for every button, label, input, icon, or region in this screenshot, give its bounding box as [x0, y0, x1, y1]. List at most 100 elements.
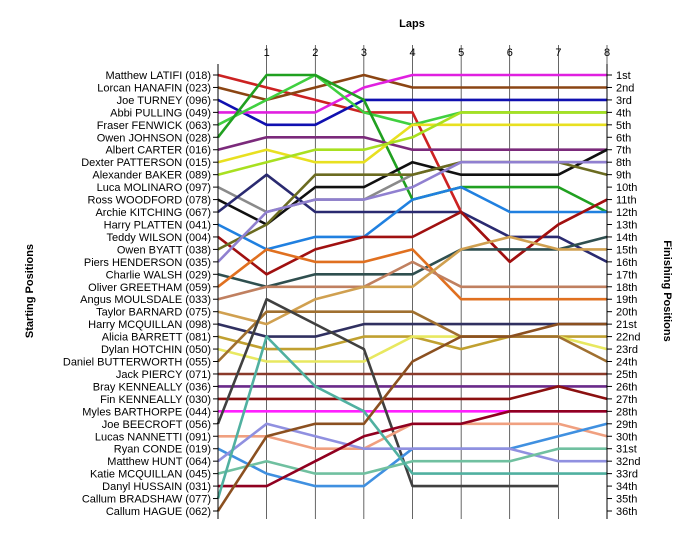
lap-tick-label: 3: [361, 47, 367, 59]
finishing-position-label: 19th: [616, 294, 637, 306]
driver-label: Owen JOHNSON (028): [97, 132, 211, 144]
driver-label: Lorcan HANAFIN (023): [97, 82, 211, 94]
driver-label: Alexander BAKER (089): [92, 170, 211, 182]
driver-label: Luca MOLINARO (097): [97, 182, 211, 194]
x-axis-title: Laps: [399, 18, 425, 30]
series-layer: [216, 73, 608, 512]
driver-label: Harry PLATTEN (041): [104, 219, 211, 231]
driver-label: Taylor BARNARD (075): [96, 307, 211, 319]
driver-series-line-32: [217, 422, 607, 463]
finishing-position-label: 2nd: [616, 82, 634, 94]
finishing-position-label: 28th: [616, 406, 637, 418]
driver-label: Charlie WALSH (029): [106, 269, 211, 281]
driver-series-line-36: [216, 322, 607, 512]
finishing-position-label: 13th: [616, 219, 637, 231]
finishing-position-label: 17th: [616, 269, 637, 281]
driver-label: Matthew LATIFI (018): [105, 70, 211, 82]
driver-series-line-34: [218, 409, 607, 488]
finishing-position-label: 16th: [616, 257, 637, 269]
driver-label: Fraser FENWICK (063): [97, 120, 211, 132]
driver-label: Ross WOODFORD (078): [88, 195, 211, 207]
driver-series-line-29: [216, 297, 559, 488]
driver-series-line-8: [217, 123, 607, 164]
driver-series-line-27: [218, 385, 608, 401]
driver-label: Ryan CONDE (019): [114, 444, 211, 456]
finishing-position-label: 10th: [616, 182, 637, 194]
finishing-position-label: 15th: [616, 244, 637, 256]
axis-layer: 1 2 3 4 5 6 7 8 Matthew LATIFI (018)Lorcan HANAF…: [63, 47, 640, 519]
finishing-position-label: 12th: [616, 207, 637, 219]
driver-label: Harry MCQUILLAN (098): [88, 319, 211, 331]
driver-series-line-2: [217, 73, 607, 102]
finishing-position-label: 33rd: [616, 469, 638, 481]
driver-label: Callum BRADSHAW (077): [82, 494, 211, 506]
finishing-position-label: 29th: [616, 419, 637, 431]
finishing-position-label: 5th: [616, 120, 631, 132]
driver-series-line-24: [217, 310, 608, 363]
driver-series-line-3: [217, 98, 607, 127]
finishing-position-label: 9th: [616, 170, 631, 182]
finishing-position-label: 14th: [616, 232, 637, 244]
driver-label: Myles BARTHORPE (044): [82, 406, 211, 418]
finishing-position-label: 32nd: [616, 456, 640, 468]
driver-label: Callum HAGUE (062): [106, 506, 211, 518]
driver-label: Piers HENDERSON (035): [84, 257, 211, 269]
finishing-position-label: 25th: [616, 369, 637, 381]
finishing-position-label: 7th: [616, 145, 631, 157]
finishing-position-label: 8th: [616, 157, 631, 169]
finishing-position-label: 27th: [616, 394, 637, 406]
driver-label: Abbi PULLING (049): [110, 107, 211, 119]
driver-series-line-20: [217, 235, 607, 326]
finishing-position-label: 18th: [616, 282, 637, 294]
driver-label: Teddy WILSON (004): [106, 232, 211, 244]
driver-series-line-21: [217, 322, 607, 338]
driver-label: Fin KENNEALLY (030): [100, 394, 211, 406]
driver-label: Dexter PATTERSON (015): [81, 157, 211, 169]
finishing-position-label: 21st: [616, 319, 637, 331]
driver-label: Daniel BUTTERWORTH (055): [63, 357, 211, 369]
finishing-position-label: 23rd: [616, 344, 638, 356]
driver-label: Katie MCQUILLAN (045): [90, 469, 211, 481]
driver-series-line-11: [217, 148, 608, 226]
finishing-position-label: 4th: [616, 107, 631, 119]
lap-tick-label: 1: [264, 47, 270, 59]
driver-label: Oliver GREETHAM (059): [88, 282, 211, 294]
driver-series-line-17: [217, 235, 608, 289]
driver-label: Owen BYATT (038): [117, 244, 211, 256]
finishing-position-label: 30th: [616, 431, 637, 443]
driver-series-line-13: [217, 185, 607, 251]
finishing-position-label: 6th: [616, 132, 631, 144]
lap-tick-label: 5: [458, 47, 464, 59]
driver-series-line-16: [217, 160, 607, 263]
finishing-position-label: 24th: [616, 357, 637, 369]
finishing-position-label: 22nd: [616, 332, 640, 344]
finishing-position-label: 20th: [616, 307, 637, 319]
finishing-position-label: 11th: [616, 195, 637, 207]
driver-label: Dylan HOTCHIN (050): [101, 344, 211, 356]
driver-series-line-4: [218, 73, 607, 114]
driver-label: Matthew HUNT (064): [107, 456, 211, 468]
finishing-position-label: 36th: [616, 506, 637, 518]
driver-label: Joe TURNEY (096): [117, 95, 211, 107]
driver-series-line-35: [216, 335, 607, 499]
y-axis-title-right: Finishing Positions: [661, 240, 673, 341]
driver-series-line-9: [217, 111, 607, 176]
driver-label: Alicia BARRETT (081): [102, 332, 211, 344]
driver-series-line-7: [217, 136, 607, 151]
y-axis-title-left: Starting Positions: [24, 244, 36, 338]
driver-label: Archie KITCHING (067): [95, 207, 211, 219]
lap-tick-label: 6: [507, 47, 513, 59]
driver-label: Jack PIERCY (071): [116, 369, 211, 381]
driver-series-line-19: [217, 260, 607, 301]
driver-series-line-14: [217, 198, 608, 276]
driver-label: Angus MOULSDALE (033): [80, 294, 211, 306]
lap-tick-label: 7: [555, 47, 561, 59]
driver-label: Albert CARTER (016): [105, 145, 211, 157]
finishing-position-label: 1st: [616, 70, 631, 82]
finishing-position-label: 3rd: [616, 95, 632, 107]
finishing-position-label: 31st: [616, 444, 637, 456]
finishing-position-label: 34th: [616, 481, 637, 493]
driver-label: Bray KENNEALLY (036): [93, 381, 211, 393]
finishing-position-label: 35th: [616, 494, 637, 506]
